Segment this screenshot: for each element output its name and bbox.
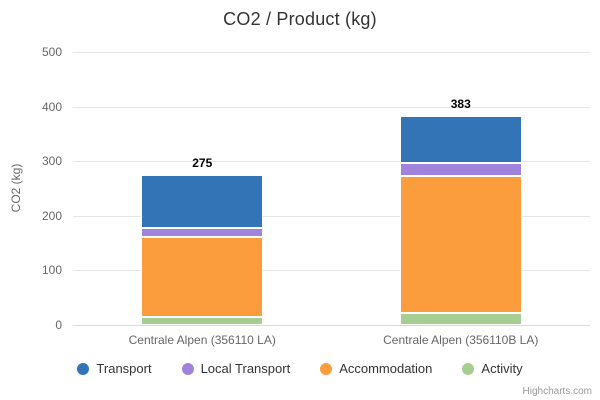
legend-marker-circle-icon: [320, 362, 333, 375]
legend-item-label: Transport: [96, 361, 152, 376]
legend-marker-circle-icon: [77, 362, 90, 375]
legend-item-activity[interactable]: Activity: [462, 361, 523, 376]
legend-marker-circle-icon: [462, 362, 475, 375]
legend-item-accommodation[interactable]: Accommodation: [320, 361, 432, 376]
stack-total-label: 383: [450, 96, 471, 111]
chart-title: CO2 / Product (kg): [223, 9, 377, 29]
y-axis-title: CO2 (kg): [9, 163, 23, 213]
gridline: [73, 52, 590, 53]
legend-item-label: Activity: [481, 361, 523, 376]
legend-item-label: Local Transport: [200, 361, 291, 376]
bar-segment-local-transport[interactable]: [399, 162, 522, 176]
gridline: [73, 161, 590, 163]
legend-item-label: Accommodation: [339, 361, 433, 376]
x-axis-category-label: Centrale Alpen (356110 LA): [128, 333, 276, 347]
y-axis-tick-label: 0: [55, 318, 62, 332]
stacked-bar: 275: [141, 52, 264, 325]
legend-item-transport[interactable]: Transport: [77, 361, 152, 376]
plot-area: 275 383: [73, 52, 590, 326]
y-axis-tick-label: 300: [41, 154, 62, 169]
bar-segment-accommodation[interactable]: [141, 236, 264, 318]
stack-total-label: 275: [192, 155, 213, 170]
bar-segment-activity[interactable]: [141, 317, 264, 325]
stacked-bar: 383: [399, 52, 522, 325]
bar-segment-local-transport[interactable]: [141, 227, 264, 237]
gridline: [73, 106, 590, 108]
bar-segment-transport[interactable]: [141, 174, 264, 228]
legend-marker-circle-icon: [181, 362, 194, 375]
bar-segment-transport[interactable]: [399, 115, 522, 163]
x-axis-category-label: Centrale Alpen (356110B LA): [383, 333, 539, 347]
gridline: [73, 270, 590, 272]
x-axis-line: [73, 325, 590, 326]
legend-item-local-transport[interactable]: Local Transport: [181, 361, 291, 376]
bar-segment-activity[interactable]: [399, 313, 522, 325]
bar-segment-accommodation[interactable]: [399, 175, 522, 313]
gridline: [73, 215, 590, 217]
y-axis-tick-label: 100: [41, 263, 62, 278]
legend: Transport Local Transport Accommodation Act…: [0, 361, 600, 376]
y-axis-tick-label: 400: [41, 99, 62, 114]
highcharts-credit-link[interactable]: Highcharts.com: [522, 386, 592, 397]
y-axis-tick-label: 500: [41, 45, 62, 59]
y-axis-tick-label: 200: [41, 208, 62, 223]
